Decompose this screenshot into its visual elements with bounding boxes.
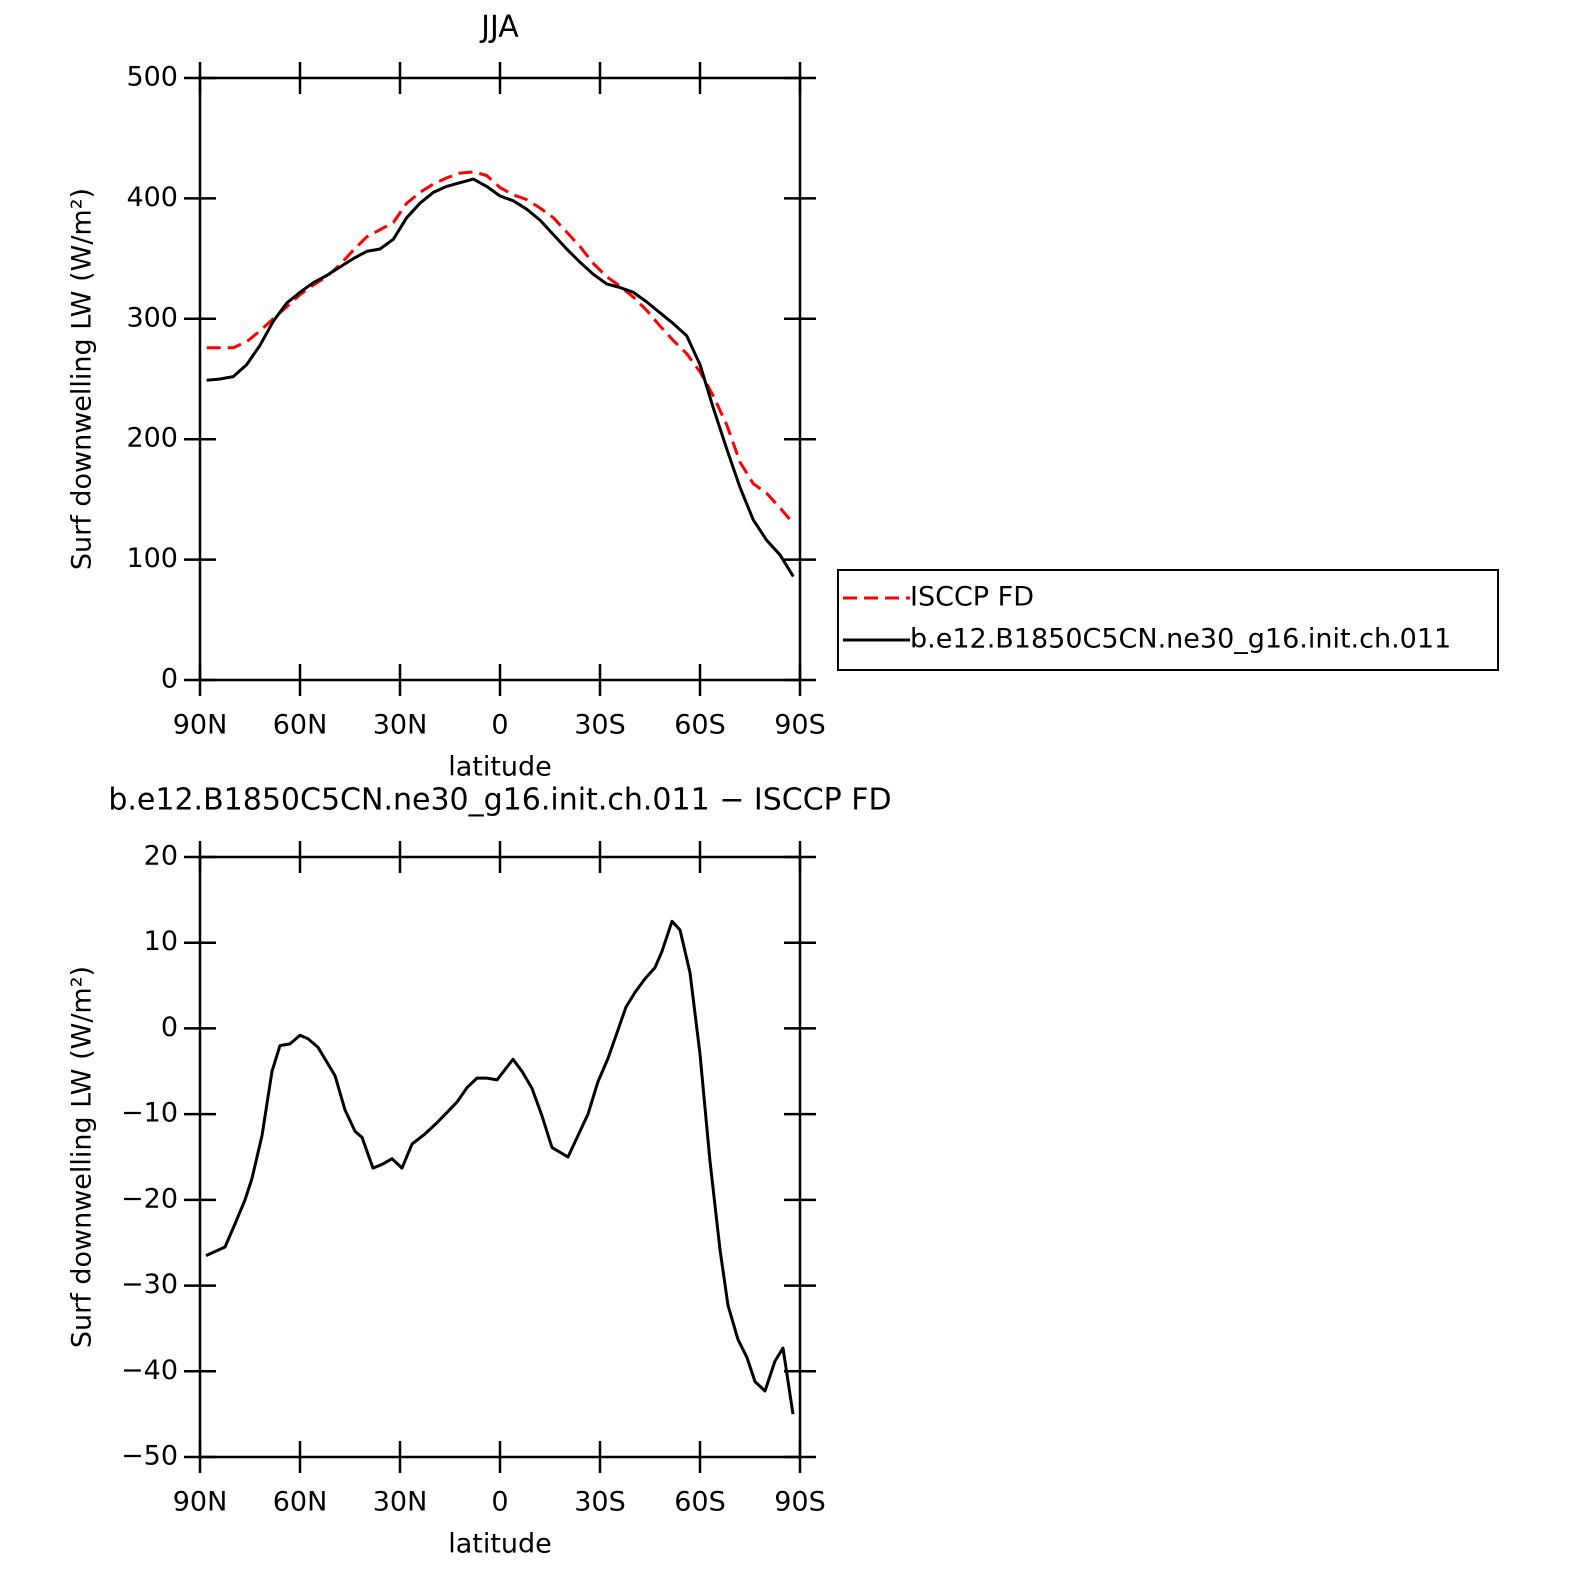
legend-label: ISCCP FD (910, 582, 1034, 613)
x-tick-label: 90N (173, 710, 228, 741)
legend-box (837, 569, 1499, 671)
x-tick-label: 60S (674, 1487, 726, 1518)
x-axis-label: latitude (448, 1529, 552, 1560)
y-tick-label: −50 (121, 1441, 178, 1472)
y-tick-label: 0 (161, 1012, 178, 1043)
x-tick-label: 0 (491, 1487, 508, 1518)
y-tick-label: −40 (121, 1355, 178, 1386)
y-tick-label: 200 (126, 423, 178, 454)
x-tick-label: 90S (774, 710, 826, 741)
x-tick-label: 90S (774, 1487, 826, 1518)
data-line (206, 170, 795, 525)
x-tick-label: 60N (273, 1487, 328, 1518)
x-tick-label: 30N (373, 710, 428, 741)
x-tick-label: 30S (574, 1487, 626, 1518)
chart-title: b.e12.B1850C5CN.ne30_g16.init.ch.011 − I… (108, 783, 891, 818)
y-tick-label: −20 (121, 1183, 178, 1214)
y-tick-label: 20 (144, 841, 178, 872)
y-tick-label: 0 (161, 664, 178, 695)
y-tick-label: −30 (121, 1269, 178, 1300)
chart-title: JJA (479, 10, 519, 45)
x-tick-label: 90N (173, 1487, 228, 1518)
y-tick-label: 400 (126, 182, 178, 213)
y-tick-label: 500 (126, 62, 178, 93)
y-tick-label: 10 (144, 926, 178, 957)
y-tick-label: −10 (121, 1098, 178, 1129)
x-tick-label: 30N (373, 1487, 428, 1518)
y-axis-label: Surf downwelling LW (W/m²) (67, 188, 98, 570)
y-tick-label: 100 (126, 543, 178, 574)
x-tick-label: 0 (491, 710, 508, 741)
data-line (205, 919, 795, 1415)
x-tick-label: 60N (273, 710, 328, 741)
data-line (206, 177, 795, 578)
y-axis-label: Surf downwelling LW (W/m²) (67, 966, 98, 1348)
x-axis-label: latitude (448, 752, 552, 783)
legend-label: b.e12.B1850C5CN.ne30_g16.init.ch.011 (910, 624, 1451, 655)
y-tick-label: 300 (126, 302, 178, 333)
x-tick-label: 60S (674, 710, 726, 741)
x-tick-label: 30S (574, 710, 626, 741)
